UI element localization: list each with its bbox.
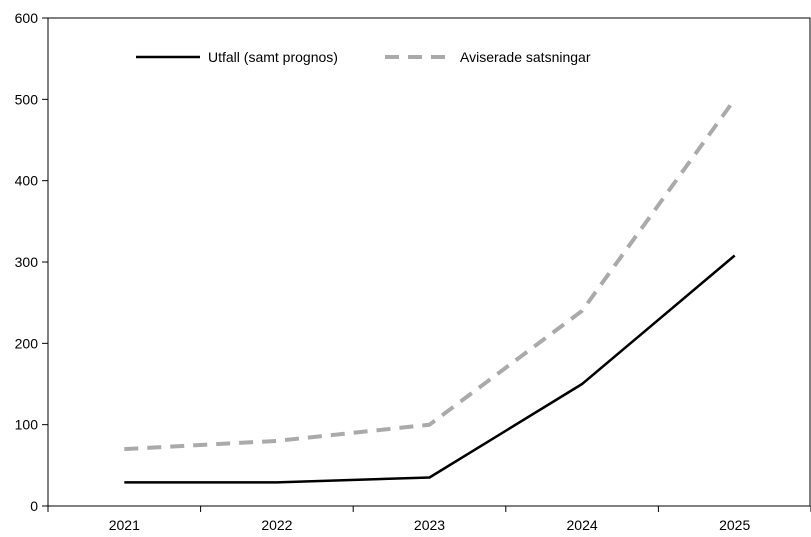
y-tick-label: 300 <box>15 254 39 270</box>
y-tick-label: 400 <box>15 173 39 189</box>
x-tick-label: 2025 <box>719 517 750 533</box>
legend: Utfall (samt prognos) Aviserade satsninga… <box>136 49 591 65</box>
series-layer <box>124 98 737 484</box>
series-line-utfall <box>124 254 736 484</box>
y-axis: 0 100 200 300 400 500 600 <box>15 10 48 514</box>
legend-label: Aviserade satsningar <box>460 49 591 65</box>
plot-frame <box>47 17 811 507</box>
x-tick-label: 2021 <box>109 517 140 533</box>
plot-area <box>47 17 811 507</box>
y-tick-label: 500 <box>15 91 39 107</box>
legend-label: Utfall (samt prognos) <box>208 49 338 65</box>
x-axis: 2021 2022 2023 2024 2025 <box>47 506 811 533</box>
y-tick-label: 600 <box>15 10 39 26</box>
y-tick-label: 100 <box>15 417 39 433</box>
x-tick-label: 2023 <box>414 517 445 533</box>
y-tick-label: 200 <box>15 335 39 351</box>
x-tick-label: 2022 <box>261 517 292 533</box>
series-line-aviserade-satsningar <box>124 98 737 452</box>
x-tick-label: 2024 <box>567 517 598 533</box>
y-tick-label: 0 <box>30 498 38 514</box>
